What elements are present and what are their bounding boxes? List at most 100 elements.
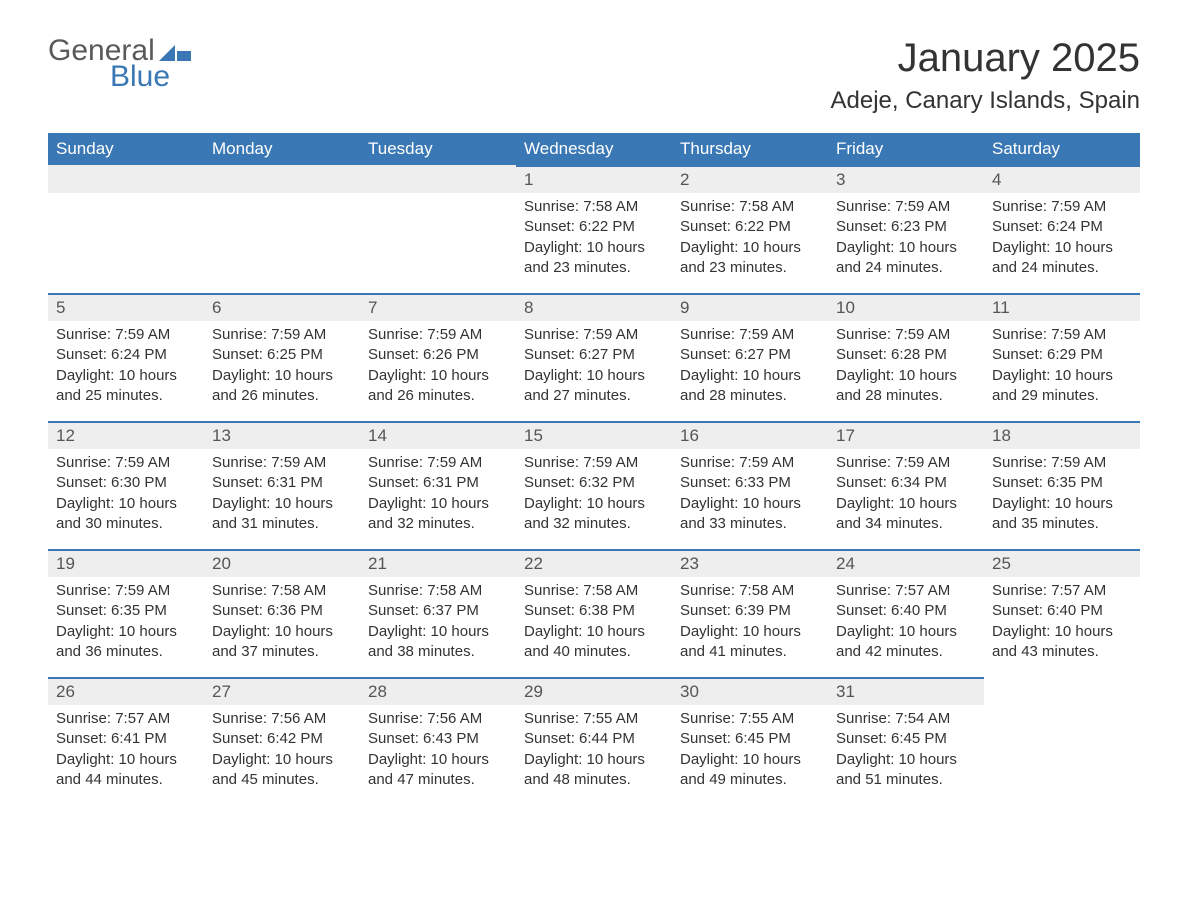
daylight-line: Daylight: 10 hours and 42 minutes. [836,622,976,663]
sunset-line: Sunset: 6:27 PM [524,345,664,365]
sunset-line: Sunset: 6:24 PM [992,217,1132,237]
day-body: Sunrise: 7:59 AMSunset: 6:24 PMDaylight:… [984,193,1140,286]
calendar-cell: 7Sunrise: 7:59 AMSunset: 6:26 PMDaylight… [360,293,516,421]
day-number-bar: 12 [48,421,204,449]
calendar-cell: 4Sunrise: 7:59 AMSunset: 6:24 PMDaylight… [984,165,1140,293]
page-header: General Blue January 2025 Adeje, Canary … [48,36,1140,115]
sunset-line: Sunset: 6:23 PM [836,217,976,237]
calendar-cell: 23Sunrise: 7:58 AMSunset: 6:39 PMDayligh… [672,549,828,677]
calendar-cell: 12Sunrise: 7:59 AMSunset: 6:30 PMDayligh… [48,421,204,549]
calendar-cell [984,677,1140,805]
day-number-bar: 25 [984,549,1140,577]
daylight-line: Daylight: 10 hours and 49 minutes. [680,750,820,791]
calendar-cell: 30Sunrise: 7:55 AMSunset: 6:45 PMDayligh… [672,677,828,805]
sunrise-line: Sunrise: 7:59 AM [56,453,196,473]
calendar-cell: 20Sunrise: 7:58 AMSunset: 6:36 PMDayligh… [204,549,360,677]
day-number-bar: 22 [516,549,672,577]
weekday-header: Friday [828,133,984,165]
day-number-bar: 30 [672,677,828,705]
sunrise-line: Sunrise: 7:59 AM [836,197,976,217]
sunrise-line: Sunrise: 7:59 AM [212,325,352,345]
sunrise-line: Sunrise: 7:59 AM [56,325,196,345]
calendar-cell [204,165,360,293]
calendar-cell: 3Sunrise: 7:59 AMSunset: 6:23 PMDaylight… [828,165,984,293]
calendar-cell: 9Sunrise: 7:59 AMSunset: 6:27 PMDaylight… [672,293,828,421]
day-number-bar: 6 [204,293,360,321]
day-number-bar: 7 [360,293,516,321]
sunset-line: Sunset: 6:25 PM [212,345,352,365]
sunset-line: Sunset: 6:37 PM [368,601,508,621]
calendar-cell: 25Sunrise: 7:57 AMSunset: 6:40 PMDayligh… [984,549,1140,677]
sunrise-line: Sunrise: 7:55 AM [524,709,664,729]
sunset-line: Sunset: 6:35 PM [992,473,1132,493]
day-number-bar: 8 [516,293,672,321]
brand-part2: Blue [110,62,193,92]
daylight-line: Daylight: 10 hours and 24 minutes. [992,238,1132,279]
calendar-body: 1Sunrise: 7:58 AMSunset: 6:22 PMDaylight… [48,165,1140,805]
day-body: Sunrise: 7:58 AMSunset: 6:37 PMDaylight:… [360,577,516,670]
weekday-header-row: SundayMondayTuesdayWednesdayThursdayFrid… [48,133,1140,165]
day-number-bar: 20 [204,549,360,577]
daylight-line: Daylight: 10 hours and 25 minutes. [56,366,196,407]
day-body: Sunrise: 7:59 AMSunset: 6:35 PMDaylight:… [48,577,204,670]
daylight-line: Daylight: 10 hours and 34 minutes. [836,494,976,535]
day-body: Sunrise: 7:58 AMSunset: 6:22 PMDaylight:… [672,193,828,286]
sunrise-line: Sunrise: 7:58 AM [524,197,664,217]
month-title: January 2025 [830,36,1140,81]
day-body: Sunrise: 7:58 AMSunset: 6:38 PMDaylight:… [516,577,672,670]
sunrise-line: Sunrise: 7:59 AM [368,325,508,345]
day-body: Sunrise: 7:59 AMSunset: 6:23 PMDaylight:… [828,193,984,286]
sunrise-line: Sunrise: 7:59 AM [992,197,1132,217]
sunrise-line: Sunrise: 7:59 AM [836,453,976,473]
day-number-bar: 16 [672,421,828,449]
day-number-bar: 28 [360,677,516,705]
calendar-cell: 11Sunrise: 7:59 AMSunset: 6:29 PMDayligh… [984,293,1140,421]
sunrise-line: Sunrise: 7:58 AM [212,581,352,601]
day-number-bar: 10 [828,293,984,321]
day-number-bar-empty [360,165,516,193]
day-body: Sunrise: 7:57 AMSunset: 6:40 PMDaylight:… [828,577,984,670]
day-number-bar-empty [48,165,204,193]
sunrise-line: Sunrise: 7:59 AM [56,581,196,601]
daylight-line: Daylight: 10 hours and 38 minutes. [368,622,508,663]
calendar-cell: 5Sunrise: 7:59 AMSunset: 6:24 PMDaylight… [48,293,204,421]
day-body: Sunrise: 7:59 AMSunset: 6:33 PMDaylight:… [672,449,828,542]
sunrise-line: Sunrise: 7:58 AM [524,581,664,601]
day-number-bar: 24 [828,549,984,577]
daylight-line: Daylight: 10 hours and 44 minutes. [56,750,196,791]
daylight-line: Daylight: 10 hours and 36 minutes. [56,622,196,663]
daylight-line: Daylight: 10 hours and 41 minutes. [680,622,820,663]
sunrise-line: Sunrise: 7:54 AM [836,709,976,729]
day-body: Sunrise: 7:59 AMSunset: 6:26 PMDaylight:… [360,321,516,414]
daylight-line: Daylight: 10 hours and 48 minutes. [524,750,664,791]
logo-icon [159,41,193,61]
sunrise-line: Sunrise: 7:59 AM [680,453,820,473]
day-number-bar: 21 [360,549,516,577]
day-number-bar: 15 [516,421,672,449]
day-number-bar: 19 [48,549,204,577]
calendar-table: SundayMondayTuesdayWednesdayThursdayFrid… [48,133,1140,805]
calendar-cell: 17Sunrise: 7:59 AMSunset: 6:34 PMDayligh… [828,421,984,549]
weekday-header: Monday [204,133,360,165]
day-body: Sunrise: 7:57 AMSunset: 6:41 PMDaylight:… [48,705,204,798]
daylight-line: Daylight: 10 hours and 28 minutes. [680,366,820,407]
calendar-cell: 1Sunrise: 7:58 AMSunset: 6:22 PMDaylight… [516,165,672,293]
day-number-bar: 17 [828,421,984,449]
day-number-bar: 23 [672,549,828,577]
day-body: Sunrise: 7:57 AMSunset: 6:40 PMDaylight:… [984,577,1140,670]
sunset-line: Sunset: 6:27 PM [680,345,820,365]
day-body: Sunrise: 7:59 AMSunset: 6:29 PMDaylight:… [984,321,1140,414]
sunset-line: Sunset: 6:45 PM [836,729,976,749]
daylight-line: Daylight: 10 hours and 47 minutes. [368,750,508,791]
sunset-line: Sunset: 6:29 PM [992,345,1132,365]
day-body: Sunrise: 7:58 AMSunset: 6:36 PMDaylight:… [204,577,360,670]
day-body: Sunrise: 7:59 AMSunset: 6:31 PMDaylight:… [204,449,360,542]
calendar-cell: 21Sunrise: 7:58 AMSunset: 6:37 PMDayligh… [360,549,516,677]
sunset-line: Sunset: 6:33 PM [680,473,820,493]
day-body: Sunrise: 7:59 AMSunset: 6:32 PMDaylight:… [516,449,672,542]
daylight-line: Daylight: 10 hours and 26 minutes. [212,366,352,407]
sunset-line: Sunset: 6:43 PM [368,729,508,749]
calendar-week-row: 12Sunrise: 7:59 AMSunset: 6:30 PMDayligh… [48,421,1140,549]
day-number-bar: 29 [516,677,672,705]
sunset-line: Sunset: 6:22 PM [524,217,664,237]
